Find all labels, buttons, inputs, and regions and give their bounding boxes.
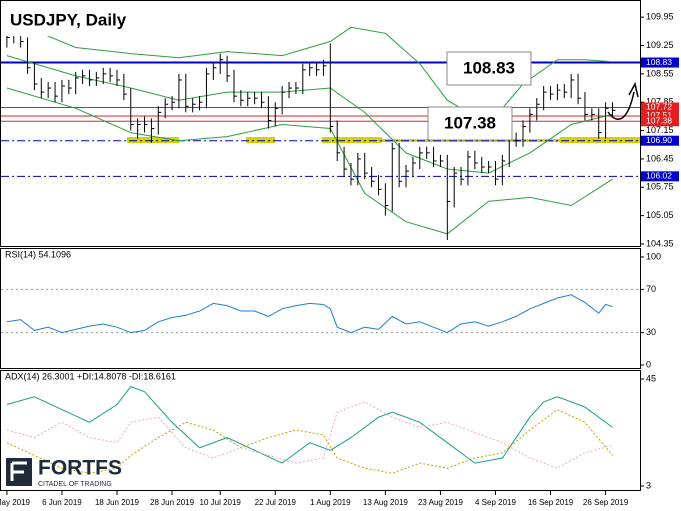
bollinger-band xyxy=(6,18,613,126)
adx-pane xyxy=(0,370,641,491)
plot-layer: 109.95 109.25 108.55 107.85 107.15 106.45 105.… xyxy=(0,12,679,507)
level-label: 106.02 xyxy=(646,171,672,181)
logo-tagline: CITADEL OF TRADING xyxy=(38,481,112,488)
level-label: 107.51 xyxy=(646,110,672,120)
x-tick-label: 16 Sep 2019 xyxy=(528,498,574,507)
y-tick-label: 107.15 xyxy=(646,125,674,135)
logo-mark xyxy=(10,461,27,481)
x-tick-label: 26 Sep 2019 xyxy=(583,498,629,507)
annotation: 108.83 xyxy=(463,58,515,77)
y-tick-label: 3 xyxy=(646,480,651,490)
annotation-box xyxy=(446,51,532,86)
x-tick-label: 10 Jul 2019 xyxy=(200,498,242,507)
level-label: 106.90 xyxy=(646,135,672,145)
indicator-line xyxy=(6,409,613,474)
y-tick-label: 108.55 xyxy=(646,68,674,78)
indicator-line xyxy=(6,294,613,334)
logo-name: FORTFS xyxy=(38,457,122,480)
x-tick-label: 4 Sep 2019 xyxy=(475,498,516,507)
level-label-box xyxy=(641,116,679,127)
highlight xyxy=(246,137,275,143)
x-tick-label: 23 Aug 2019 xyxy=(418,498,463,507)
arrow-head xyxy=(628,81,639,98)
level-label-box xyxy=(641,102,679,113)
x-tick-label: 18 Jun 2019 xyxy=(95,498,140,507)
y-tick-label: 45 xyxy=(646,373,656,383)
y-tick-label: 104.35 xyxy=(646,238,674,248)
y-tick-label: 70 xyxy=(646,284,656,294)
y-tick-label: 109.25 xyxy=(646,40,674,50)
y-tick-label: 100 xyxy=(646,251,661,261)
forecast-arrow xyxy=(607,91,635,120)
highlight xyxy=(127,137,179,143)
x-tick-label: 27 May 2019 xyxy=(0,498,31,507)
x-tick-label: 28 Jun 2019 xyxy=(150,498,195,507)
indicator-line xyxy=(6,386,613,464)
x-tick-label: 6 Jun 2019 xyxy=(42,498,82,507)
price-pane xyxy=(0,0,641,247)
bollinger-band xyxy=(6,55,613,174)
level-label-box xyxy=(641,110,679,121)
highlight xyxy=(560,137,640,143)
title-box xyxy=(3,5,146,36)
annotation: 107.38 xyxy=(444,113,496,132)
level-label-box xyxy=(641,57,679,68)
y-tick-label: 107.85 xyxy=(646,97,674,107)
rsi-title: RSI(14) 54.1096 xyxy=(5,249,71,259)
y-tick-label: 105.75 xyxy=(646,182,674,192)
rsi-pane xyxy=(0,248,641,369)
highlight xyxy=(322,137,382,143)
level-label-box xyxy=(641,135,679,146)
level-label: 107.38 xyxy=(646,116,672,126)
y-tick-label: 109.95 xyxy=(646,12,674,22)
level-label-box xyxy=(641,171,679,182)
level-label: 107.72 xyxy=(646,102,672,112)
y-tick-label: 105.05 xyxy=(646,210,674,220)
bollinger-band xyxy=(6,87,613,235)
x-tick-label: 1 Aug 2019 xyxy=(310,498,351,507)
adx-title: ADX(14) 26.3001 +DI:14.8078 -DI:18.6161 xyxy=(5,371,176,381)
annotation-box xyxy=(427,106,513,141)
chart-title: USDJPY, Daily xyxy=(10,10,127,29)
y-tick-label: 30 xyxy=(646,327,656,337)
level-label: 108.83 xyxy=(646,57,672,67)
x-tick-label: 22 Jul 2019 xyxy=(255,498,297,507)
y-tick-label: 106.45 xyxy=(646,153,674,163)
y-tick-label: 0 xyxy=(646,359,651,369)
x-tick-label: 13 Aug 2019 xyxy=(363,498,408,507)
